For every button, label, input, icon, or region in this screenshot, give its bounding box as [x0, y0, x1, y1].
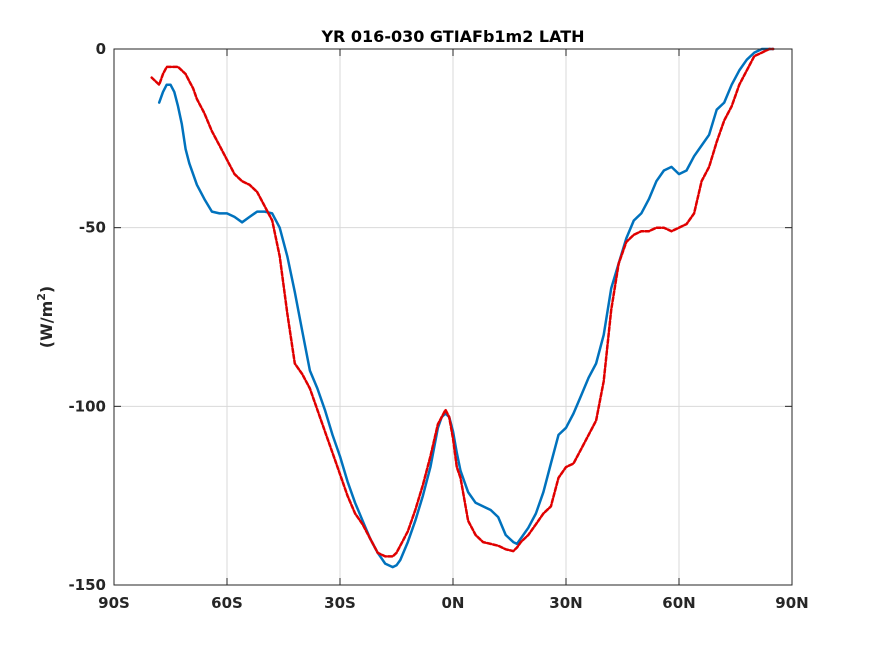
- x-tick-label: 0N: [442, 594, 465, 612]
- chart-title: YR 016-030 GTIAFb1m2 LATH: [320, 27, 584, 46]
- x-tick-label: 30N: [549, 594, 582, 612]
- y-axis-label-sup: 2: [35, 293, 48, 301]
- series-layer: [150, 47, 775, 569]
- y-tick-label: -100: [68, 397, 106, 415]
- series-line-2: [150, 47, 775, 558]
- y-axis-label: (W/m2): [35, 286, 56, 348]
- x-tick-label: 60N: [662, 594, 695, 612]
- x-tick-label: 60S: [211, 594, 243, 612]
- y-axis-label-end: ): [37, 286, 56, 293]
- x-tick-label: 90S: [98, 594, 130, 612]
- tick-marks: [113, 48, 793, 586]
- y-tick-label: 0: [96, 40, 106, 58]
- y-tick-label: -150: [68, 576, 106, 594]
- tick-labels: 90S 60S 30S 0N 30N 60N 90N 0 -50 -100 -150: [68, 40, 808, 612]
- y-tick-label: -50: [79, 219, 106, 237]
- x-tick-label: 30S: [324, 594, 356, 612]
- x-tick-label: 90N: [775, 594, 808, 612]
- y-axis-label-main: (W/m: [37, 301, 56, 348]
